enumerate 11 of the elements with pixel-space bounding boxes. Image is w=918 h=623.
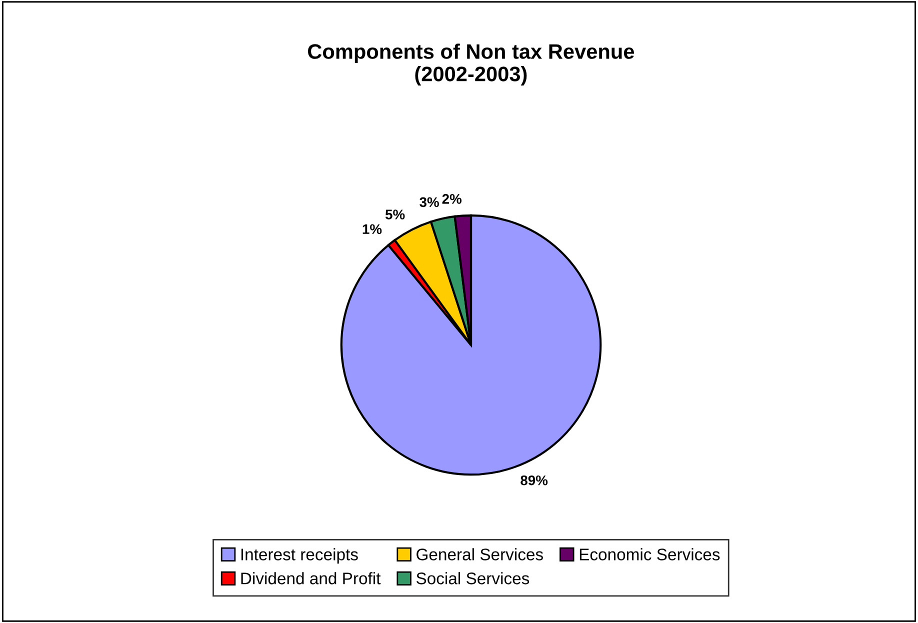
- data-label: 1%: [362, 224, 382, 234]
- data-label: 89%: [520, 475, 548, 486]
- data-label: 5%: [385, 210, 405, 220]
- data-label: 3%: [420, 197, 439, 208]
- legend-label: Dividend and Profit: [241, 572, 381, 584]
- legend-label: General Services: [416, 548, 543, 560]
- chart-title: Components of Non tax Revenue (2002-2003): [308, 44, 634, 86]
- data-label: 2%: [442, 194, 462, 204]
- legend-label: Social Services: [416, 572, 530, 584]
- legend-label: Interest receipts: [241, 548, 358, 564]
- legend-label: Economic Services: [580, 548, 720, 560]
